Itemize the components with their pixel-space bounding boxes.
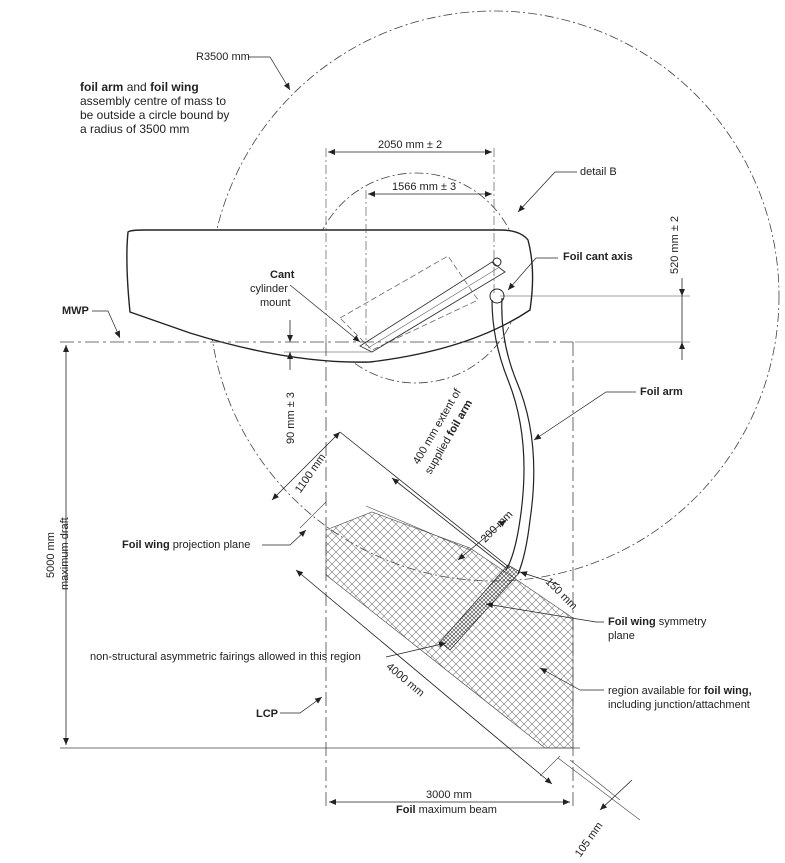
leader-foil-arm: [533, 391, 636, 441]
dim-2050-label: 2050 mm ± 2: [378, 139, 443, 151]
detail-b-label: detail B: [580, 166, 617, 178]
cant-line2: cylinder: [250, 283, 288, 295]
region-label-2: including junction/attachment: [608, 699, 750, 711]
fairings-label: non-structural asymmetric fairings allow…: [90, 651, 361, 663]
leader-region: [539, 667, 604, 691]
note-line4: a radius of 3500 mm: [80, 122, 190, 136]
foil-wing-region: [325, 511, 574, 749]
dim-4000-line: [295, 569, 553, 785]
symmetry-plane-line2: plane: [608, 630, 635, 642]
leader-r3500: [248, 56, 291, 91]
leader-cant-mount: [289, 284, 361, 343]
dim-1100-line: [271, 431, 341, 501]
mwp-label: MWP: [62, 305, 89, 317]
label-r3500: R3500 mm: [196, 51, 250, 63]
draft-label-2: maximum draft: [59, 517, 71, 590]
leader-projection: [262, 529, 307, 546]
leader-symmetry: [485, 602, 604, 623]
symmetry-plane-label: Foil wing symmetry: [608, 616, 707, 628]
dim-520-label: 520 mm ± 2: [669, 215, 681, 274]
hull-outline: [126, 229, 534, 363]
cant-cylinder-housing: [339, 255, 479, 351]
cant-line3: mount: [260, 297, 291, 309]
beam-label-2: Foil maximum beam: [396, 804, 497, 816]
foil-arm-label: Foil arm: [640, 386, 683, 398]
foil-cant-axis-label: Foil cant axis: [563, 251, 633, 263]
dim-200-line: [457, 519, 507, 561]
dim-90-label: 90 mm ± 3: [285, 392, 297, 444]
note-line2: assembly centre of mass to: [80, 94, 227, 108]
dim-105-line: [599, 779, 633, 811]
leader-lcp: [280, 696, 323, 714]
dim-1566-label: 1566 mm ± 3: [392, 181, 457, 193]
note-line3: be outside a circle bound by: [80, 108, 230, 122]
foil-arm: [491, 299, 525, 571]
lcp-label: LCP: [256, 708, 278, 720]
leader-detail-b: [517, 171, 577, 213]
dim-150-line: [519, 571, 561, 586]
note-center-of-mass: foil arm and foil wing: [80, 80, 199, 94]
leader-cant-axis: [507, 257, 558, 291]
region-label: region available for foil wing,: [608, 685, 752, 697]
cant-label: Cant: [270, 269, 295, 281]
beam-label-1: 3000 mm: [426, 789, 472, 801]
leader-mwp: [92, 310, 121, 339]
draft-label-1: 5000 mm: [45, 532, 57, 578]
projection-plane-label: Foil wing projection plane: [122, 539, 251, 551]
leader-fairings: [385, 641, 447, 658]
cant-cylinder: [359, 261, 506, 353]
